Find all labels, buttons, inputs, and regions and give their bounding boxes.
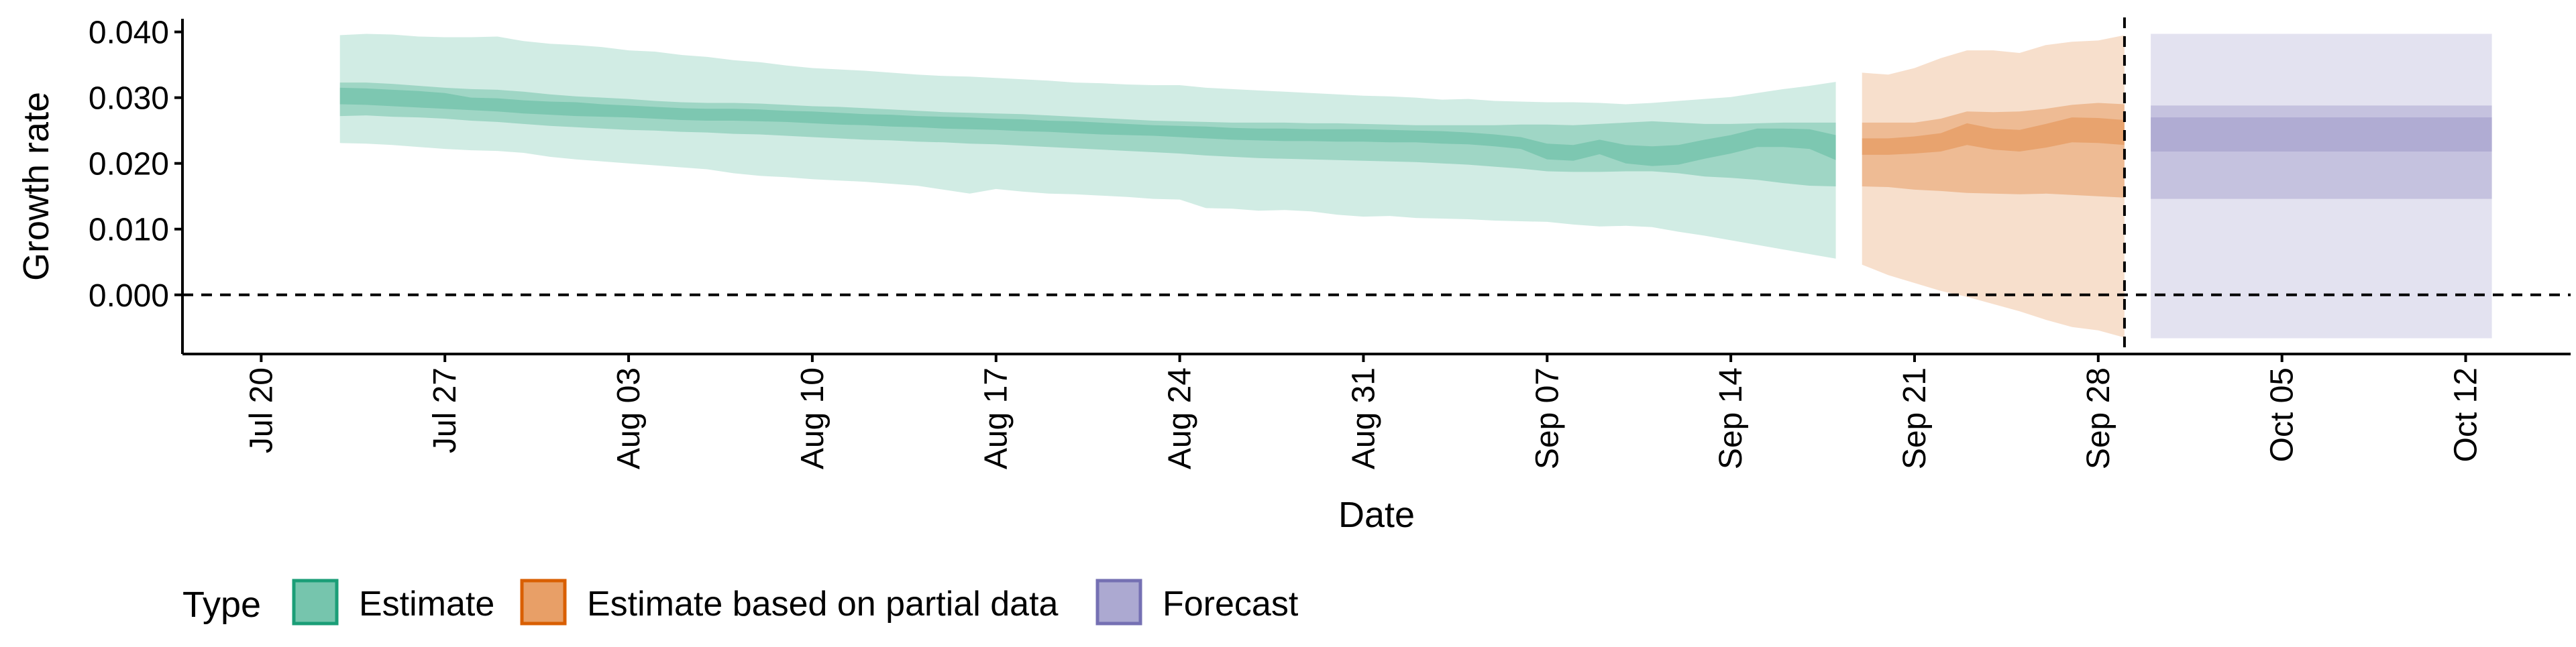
band-50-series-3 [2151, 105, 2492, 199]
x-tick-label: Aug 24 [1163, 367, 1198, 469]
y-axis-label: Growth rate [16, 92, 56, 281]
y-tick-label: 0.000 [89, 278, 169, 314]
x-tick-label: Jul 27 [427, 367, 463, 453]
band-90-series-3 [2151, 34, 2492, 339]
x-tick-label: Sep 28 [2081, 367, 2116, 469]
legend-label-3: Forecast [1163, 585, 1299, 624]
y-tick-label: 0.010 [89, 213, 169, 248]
x-tick-label: Aug 10 [795, 367, 830, 469]
reference-lines [182, 17, 2571, 354]
x-tick-label: Jul 20 [244, 367, 279, 453]
uncertainty-bands [339, 34, 2492, 339]
axes: 0.000 0.010 0.020 0.030 0.040 Jul 20 Jul 27 Au… [89, 15, 2571, 469]
y-tick-label: 0.040 [89, 15, 169, 51]
band-20-series-3 [2151, 117, 2492, 152]
x-tick-label: Oct 05 [2265, 367, 2300, 462]
legend-label-1: Estimate [359, 585, 494, 624]
x-tick-label: Aug 03 [611, 367, 647, 469]
y-ticks: 0.000 0.010 0.020 0.030 0.040 [89, 15, 182, 314]
x-tick-label: Aug 17 [979, 367, 1014, 469]
x-tick-label: Sep 14 [1713, 367, 1749, 469]
x-axis-label: Date [1338, 495, 1415, 535]
band-90-series-2 [1862, 35, 2125, 338]
x-tick-label: Sep 07 [1529, 367, 1565, 469]
legend-title: Type [182, 585, 261, 625]
band-50-series-2 [1862, 103, 2125, 198]
band-20-series-1 [339, 87, 1836, 166]
x-ticks: Jul 20 Jul 27 Aug 03 Aug 10 Aug 17 Aug 24 Aug … [244, 354, 2484, 469]
band-50-series-1 [339, 82, 1836, 186]
legend: Type Estimate Estimate based on partial d… [182, 579, 1299, 626]
legend-key-3 [1095, 579, 1142, 626]
legend-label-2: Estimate based on partial data [587, 585, 1059, 624]
x-tick-label: Aug 31 [1346, 367, 1381, 469]
y-tick-label: 0.030 [89, 81, 169, 117]
band-90-series-1 [339, 34, 1836, 259]
y-tick-label: 0.020 [89, 147, 169, 182]
x-tick-label: Oct 12 [2449, 367, 2484, 462]
band-20-series-2 [1862, 117, 2125, 155]
legend-key-2 [520, 579, 567, 626]
x-tick-label: Sep 21 [1897, 367, 1933, 469]
legend-key-1 [292, 579, 339, 626]
